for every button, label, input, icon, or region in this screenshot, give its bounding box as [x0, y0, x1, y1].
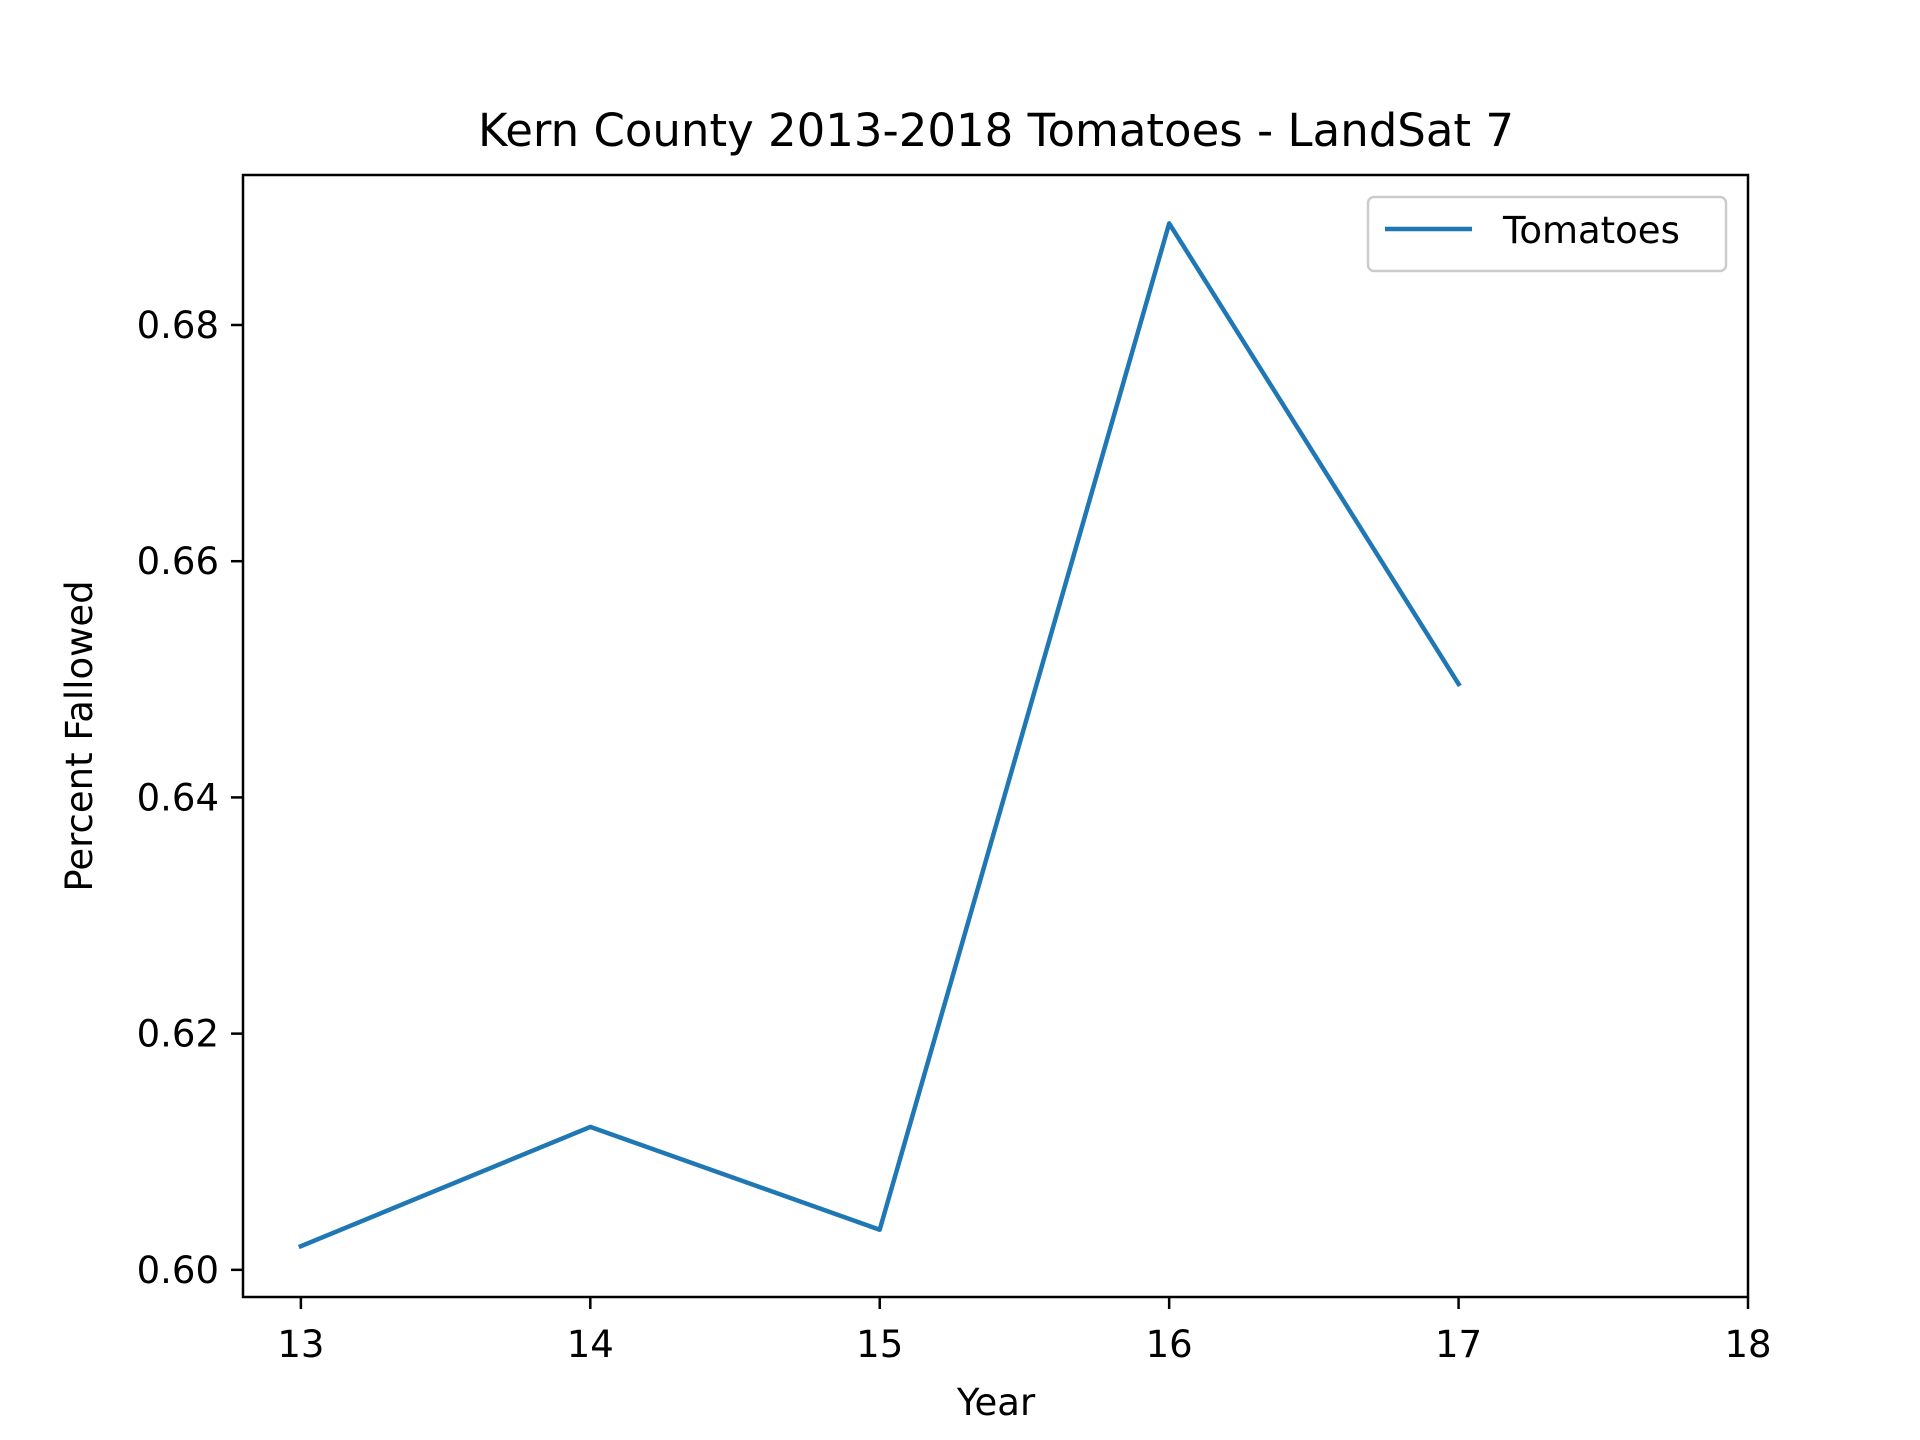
- y-tick-label: 0.64: [137, 776, 219, 819]
- series-line-tomatoes: [297, 221, 1462, 1250]
- x-tick-label: 17: [1435, 1323, 1482, 1366]
- x-tick-label: 13: [277, 1323, 324, 1366]
- x-tick-label: 15: [856, 1323, 903, 1366]
- plot-area-frame: [241, 173, 1750, 1299]
- tick-marks: 13 14 15 16 17 18 0.60 0.62 0.64 0.66 0.68: [137, 304, 1772, 1366]
- y-tick-label: 0.62: [137, 1013, 219, 1056]
- legend: Tomatoes: [1366, 195, 1728, 273]
- x-tick-label: 18: [1724, 1323, 1771, 1366]
- x-tick-label: 16: [1146, 1323, 1193, 1366]
- y-tick-label: 0.66: [137, 540, 219, 583]
- y-axis-label: Percent Fallowed: [58, 580, 101, 891]
- legend-box: [1366, 195, 1728, 273]
- chart-title: Kern County 2013-2018 Tomatoes - LandSat…: [478, 104, 1514, 157]
- x-tick-label: 14: [567, 1323, 614, 1366]
- y-tick-label: 0.68: [137, 304, 219, 347]
- y-tick-label: 0.60: [137, 1249, 219, 1292]
- x-axis-label: Year: [956, 1381, 1036, 1424]
- series-layer: [297, 221, 1462, 1250]
- legend-label-tomatoes: Tomatoes: [1502, 209, 1680, 252]
